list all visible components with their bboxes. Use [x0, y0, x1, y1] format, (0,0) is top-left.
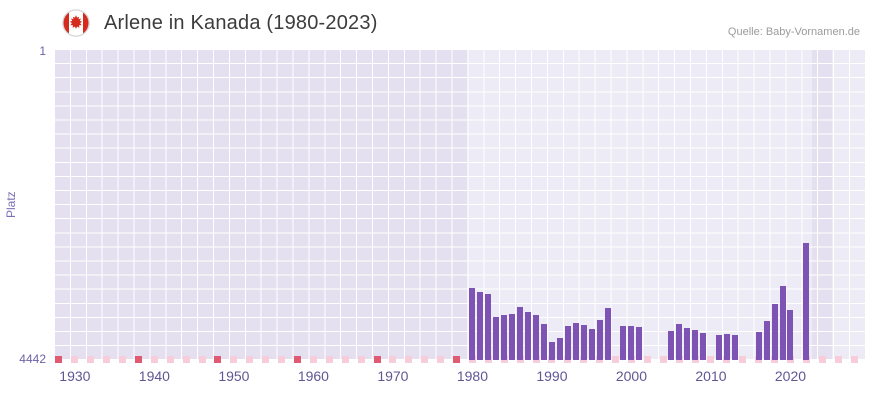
year-data-marker — [834, 356, 842, 363]
rank-bar[interactable] — [779, 285, 786, 360]
rank-bar[interactable] — [533, 315, 540, 360]
x-tick-label: 1970 — [377, 368, 409, 384]
year-data-marker — [103, 356, 111, 363]
year-data-marker — [818, 356, 826, 363]
year-data-marker — [294, 356, 301, 363]
year-data-marker — [309, 356, 317, 363]
rank-bar[interactable] — [493, 316, 500, 360]
year-data-marker — [119, 356, 127, 363]
source-label: Quelle: Baby-Vornamen.de — [727, 26, 860, 38]
plot-bars — [55, 50, 866, 360]
year-data-marker — [850, 356, 858, 363]
year-data-marker — [707, 356, 715, 363]
rank-bar[interactable] — [755, 331, 762, 360]
rank-bar[interactable] — [517, 306, 524, 360]
year-data-marker — [643, 356, 651, 363]
year-data-marker — [278, 356, 286, 363]
rank-bar[interactable] — [620, 326, 627, 360]
year-data-marker — [453, 356, 461, 363]
rank-bar[interactable] — [572, 322, 579, 360]
x-tick-label: 1930 — [59, 368, 91, 384]
plot-grid — [55, 50, 866, 360]
x-axis: 1930 1940 1950 1960 1970 1980 1990 2000 2010 2020 — [55, 368, 866, 388]
year-data-marker — [150, 356, 158, 363]
plot-area — [55, 50, 866, 363]
year-data-marker — [437, 356, 445, 363]
rank-bar[interactable] — [731, 334, 738, 360]
year-data-marker — [230, 356, 238, 363]
x-tick-label: 1960 — [297, 368, 329, 384]
x-tick-label: 2000 — [615, 368, 648, 384]
year-data-marker — [134, 356, 142, 363]
rank-bar[interactable] — [668, 330, 675, 360]
rank-bar[interactable] — [596, 320, 603, 360]
rank-bar[interactable] — [501, 315, 508, 360]
chart-header: Arlene in Kanada (1980-2023) — [62, 9, 378, 37]
year-data-marker — [325, 356, 333, 363]
year-data-marker — [659, 356, 667, 363]
rank-bar[interactable] — [715, 335, 722, 360]
year-data-marker — [166, 356, 174, 363]
rank-bar[interactable] — [636, 327, 643, 360]
rank-bar[interactable] — [525, 311, 532, 360]
rank-bar[interactable] — [556, 337, 563, 360]
rank-bar[interactable] — [723, 334, 730, 360]
year-data-marker — [55, 356, 63, 363]
year-data-marker — [71, 356, 79, 363]
year-data-marker — [612, 356, 620, 363]
rank-bar[interactable] — [604, 308, 611, 360]
rank-bar[interactable] — [548, 341, 555, 360]
rank-bar[interactable] — [628, 325, 635, 360]
rank-bar[interactable] — [787, 309, 794, 360]
x-tick-label: 1980 — [456, 368, 488, 384]
rank-bar[interactable] — [692, 329, 699, 360]
y-axis-bottom-label: 4442 — [19, 352, 46, 366]
x-tick-label: 2010 — [695, 368, 727, 384]
year-data-marker — [357, 356, 365, 363]
rank-bar[interactable] — [469, 287, 476, 360]
x-tick-label: 2020 — [774, 368, 807, 384]
rank-bar[interactable] — [509, 313, 516, 360]
year-data-marker — [739, 356, 747, 363]
y-axis-title: Platz — [4, 191, 18, 219]
rank-bar[interactable] — [684, 328, 691, 360]
rank-bar[interactable] — [676, 324, 683, 360]
rank-bar[interactable] — [564, 326, 571, 360]
year-data-marker — [87, 356, 95, 363]
year-data-marker — [373, 356, 381, 363]
canada-flag-icon — [62, 9, 90, 37]
page-title: Arlene in Kanada (1980-2023) — [104, 11, 378, 34]
year-data-marker — [405, 356, 413, 363]
rank-bar[interactable] — [763, 321, 770, 360]
year-data-marker — [198, 356, 206, 363]
rank-bar[interactable] — [540, 324, 547, 360]
rank-bar[interactable] — [580, 324, 587, 360]
rank-bar[interactable] — [477, 292, 484, 360]
rank-bar[interactable] — [485, 293, 492, 360]
x-tick-label: 1950 — [218, 368, 250, 384]
year-data-marker — [246, 356, 254, 363]
year-data-marker — [262, 356, 270, 363]
year-data-marker — [214, 356, 222, 363]
year-data-marker — [182, 356, 190, 363]
rank-bar[interactable] — [803, 242, 810, 360]
year-data-marker — [421, 356, 429, 363]
x-tick-label: 1940 — [138, 368, 170, 384]
x-tick-label: 1990 — [536, 368, 568, 384]
rank-bar[interactable] — [771, 304, 778, 360]
year-data-marker — [341, 356, 349, 363]
y-axis-top-label: 1 — [39, 44, 46, 58]
rank-bar[interactable] — [700, 333, 706, 360]
rank-bar[interactable] — [588, 329, 595, 360]
year-data-marker — [389, 356, 397, 363]
